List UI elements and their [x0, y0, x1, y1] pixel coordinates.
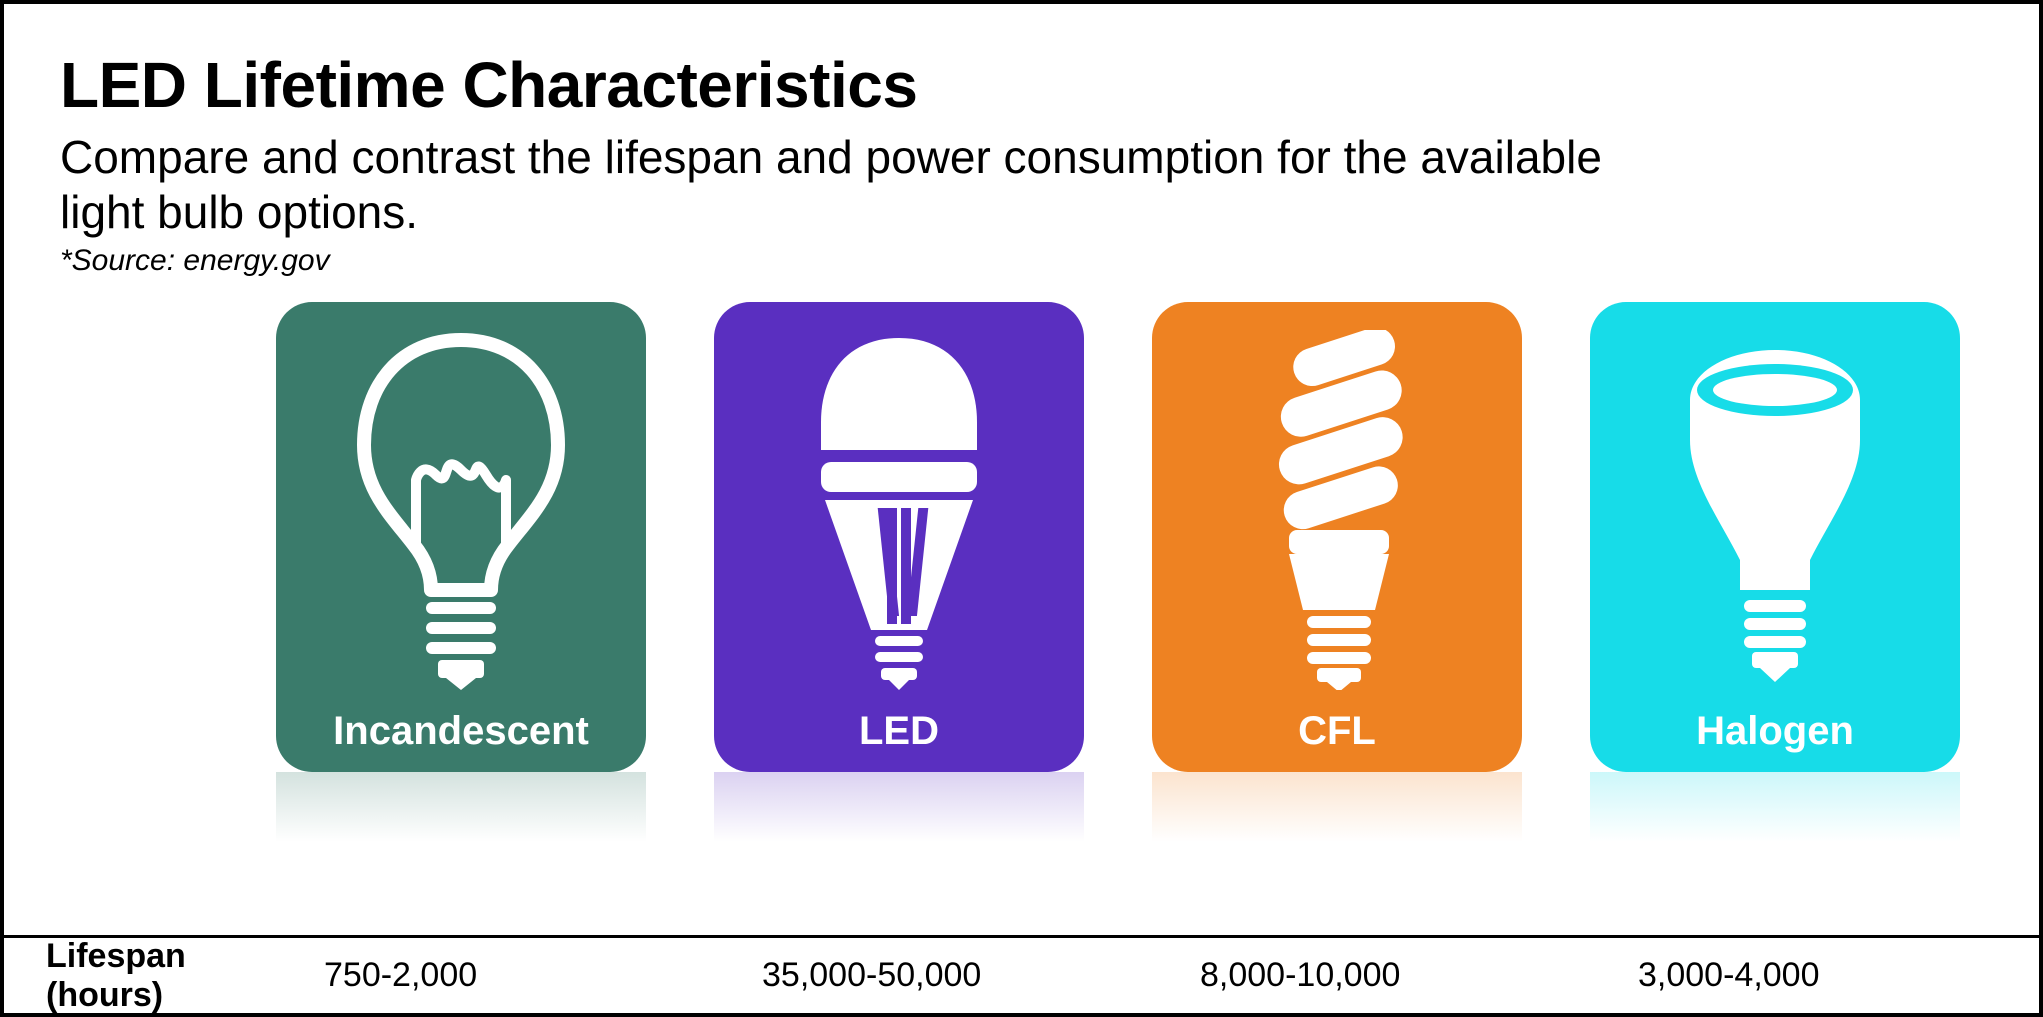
bulb-cards-row: Incandescent [60, 302, 1983, 842]
lifespan-value-halogen: 3,000-4,000 [1590, 956, 2028, 995]
bulb-card-halogen: Halogen [1590, 302, 1960, 842]
bulb-card: Halogen [1590, 302, 1960, 772]
lifespan-row: Lifespan (hours) 750-2,000 35,000-50,000… [4, 935, 2039, 1013]
bulb-card-cfl: CFL [1152, 302, 1522, 842]
bulb-card: LED [714, 302, 1084, 772]
cfl-bulb-icon [1237, 330, 1437, 690]
incandescent-bulb-icon [346, 330, 576, 690]
infographic-frame: LED Lifetime Characteristics Compare and… [0, 0, 2043, 1017]
card-reflection [1152, 772, 1522, 842]
bulb-label: CFL [1298, 709, 1376, 754]
source-note: *Source: energy.gov [60, 244, 1983, 278]
lifespan-value-incandescent: 750-2,000 [276, 956, 714, 995]
card-reflection [276, 772, 646, 842]
page-title: LED Lifetime Characteristics [60, 48, 1983, 122]
lifespan-value-cfl: 8,000-10,000 [1152, 956, 1590, 995]
bulb-card-led: LED [714, 302, 1084, 842]
lifespan-value-led: 35,000-50,000 [714, 956, 1152, 995]
bulb-card: Incandescent [276, 302, 646, 772]
halogen-bulb-icon [1660, 330, 1890, 690]
bulb-label: LED [859, 709, 939, 754]
row-label: Lifespan (hours) [4, 937, 276, 1015]
bulb-label: Halogen [1696, 709, 1854, 754]
bulb-card: CFL [1152, 302, 1522, 772]
card-reflection [714, 772, 1084, 842]
card-reflection [1590, 772, 1960, 842]
page-subtitle: Compare and contrast the lifespan and po… [60, 130, 1660, 240]
bulb-card-incandescent: Incandescent [276, 302, 646, 842]
bulb-label: Incandescent [333, 709, 589, 754]
led-bulb-icon [799, 330, 999, 690]
